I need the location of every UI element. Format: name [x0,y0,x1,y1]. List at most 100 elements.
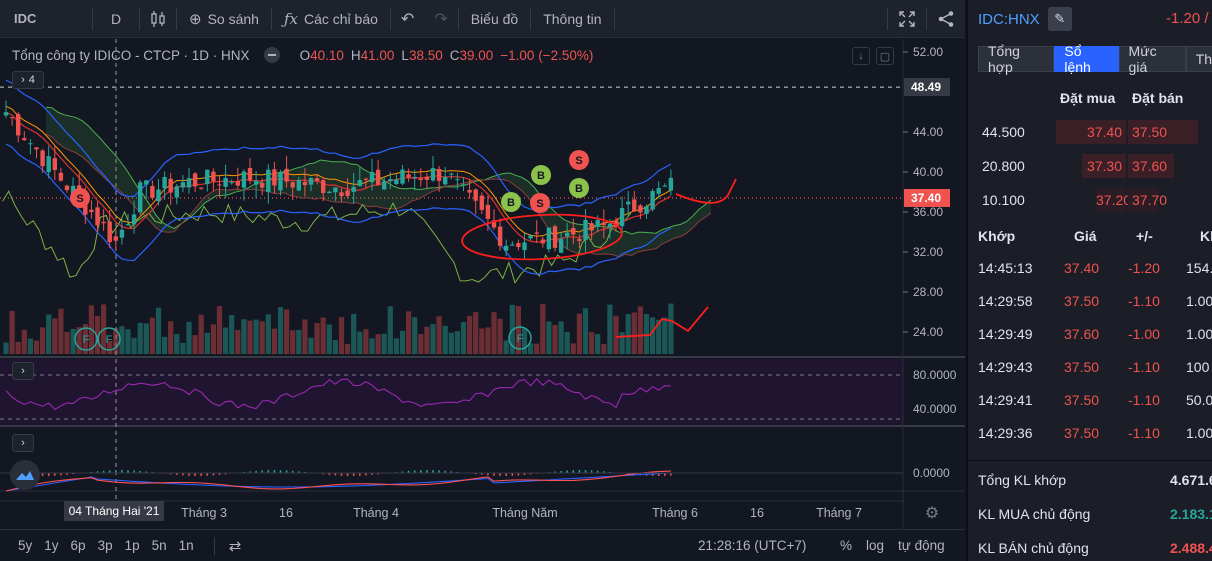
price-chart[interactable]: 52.00 44.00 40.00 36.00 32.00 28.00 24.00 48.49… [0,39,965,529]
candle-body [235,181,240,186]
volume-bar [137,322,143,354]
candle-body [565,232,570,237]
trade-price: 37.60 [1064,326,1100,342]
panel-symbol[interactable]: IDC:HNX [978,10,1040,28]
candle-body [369,171,375,183]
redo-button[interactable]: ↷ [424,0,457,38]
candle-body [211,171,216,182]
tab-orderbook[interactable]: Sổ lệnh [1054,43,1119,75]
candle-body [16,114,21,136]
candle-body [314,178,320,181]
chart-corner-icons: ↓ ▢ [852,47,894,65]
candle-body [363,178,369,180]
orderbook-ask: 37.50 [1128,120,1198,144]
trades-time-header: Khớp [978,228,1016,244]
range-5y[interactable]: 5y [18,538,33,553]
tab-price-levels[interactable]: Mức giá [1118,43,1186,75]
price-tick-label: 32.00 [913,245,943,259]
auto-scale-button[interactable]: tự động [898,538,945,553]
volume-bar [521,328,528,354]
toolbar-right [887,0,965,38]
candle-body [28,143,33,145]
undo-button[interactable]: ↶ [391,0,424,38]
candle-body [52,158,57,171]
chart-type-button[interactable]: Biểu đồ [470,10,519,27]
volume-bar [448,332,454,354]
candle-body [534,232,539,234]
range-5d[interactable]: 5n [151,538,167,553]
time-tick-label: 16 [279,506,293,520]
price-tick-label: 36.00 [913,205,943,219]
edit-pencil-icon[interactable]: ✎ [1047,7,1072,31]
tab-more[interactable]: Th [1185,46,1212,72]
candle-body [192,173,198,187]
range-3m[interactable]: 3p [97,538,113,553]
hide-legend-icon[interactable] [263,47,280,63]
volume-bar [216,306,223,354]
sell-marker-circle [530,193,550,213]
volume-bar [284,309,290,354]
candle-body [613,220,619,227]
candle-body [485,205,491,219]
price-tick-label: 40.00 [913,165,943,179]
range-1m[interactable]: 1p [124,538,140,553]
candle-body [101,221,106,224]
orderbook-bid: 37.20 [1096,188,1131,212]
rsi-pane-toggle[interactable]: › [12,362,34,380]
volume-bar [570,343,576,354]
volume-bar [271,328,277,354]
share-button[interactable] [927,0,965,38]
time-tick-label: Tháng 3 [181,506,227,520]
maximize-pane-icon[interactable]: ▢ [876,47,894,65]
candle-body [418,178,423,181]
candle-body [357,180,362,187]
compare-button[interactable]: ⊕ So sánh [177,0,271,38]
range-1y[interactable]: 1y [44,538,59,553]
candle-body [144,180,149,185]
tab-summary[interactable]: Tổng hợp [978,43,1055,75]
macd-pane-toggle[interactable]: › [12,434,34,452]
date-range-icon[interactable]: ⇄ [228,537,242,555]
volume-bar [265,314,271,354]
candle-body [253,180,259,185]
info-button[interactable]: Thông tin [543,10,602,27]
trades-header: Khớp Giá +/- Kl [968,228,1212,244]
scroll-down-icon[interactable]: ↓ [852,47,870,65]
toolbar-divider [139,7,140,30]
candle-body [595,220,600,227]
volume-bar [320,317,326,354]
log-scale-button[interactable]: log [866,538,885,553]
chevron-right-icon: › [21,74,25,86]
interval-button[interactable]: D [110,10,122,27]
candle-body [577,238,582,242]
percent-scale-button[interactable]: % [840,538,853,553]
indicators-toggle-button[interactable]: › 4 [12,71,44,89]
buy-marker-circle [569,178,589,198]
symbol-search[interactable]: IDC [14,11,37,26]
volume-bar [107,340,113,354]
fullscreen-button[interactable] [888,0,926,38]
volume-bar [564,331,570,354]
chart-style-button[interactable] [140,0,176,38]
buy-marker-label: B [575,183,583,195]
volume-bar [82,324,88,354]
trade-volume: 50.000 [1186,392,1212,408]
candle-body [125,224,131,226]
volume-bar [497,318,503,354]
volume-bar [375,334,381,354]
volume-bar [290,330,296,354]
range-1d[interactable]: 1n [178,538,194,553]
moving-average-line [5,111,672,243]
candle-body [138,182,143,213]
volume-bar [174,333,180,354]
candle-body [461,184,466,186]
volume-bar [363,329,369,354]
high-price-label: 48.49 [911,80,941,94]
chevron-right-icon: › [21,437,25,449]
candle-body [449,173,454,175]
indicators-button[interactable]: ƒx Các chỉ báo [272,0,390,38]
range-6m[interactable]: 6p [70,538,86,553]
candle-body [284,168,289,182]
trade-price: 37.50 [1064,293,1100,309]
chart-area[interactable]: 52.00 44.00 40.00 36.00 32.00 28.00 24.00 48.49… [0,39,965,529]
